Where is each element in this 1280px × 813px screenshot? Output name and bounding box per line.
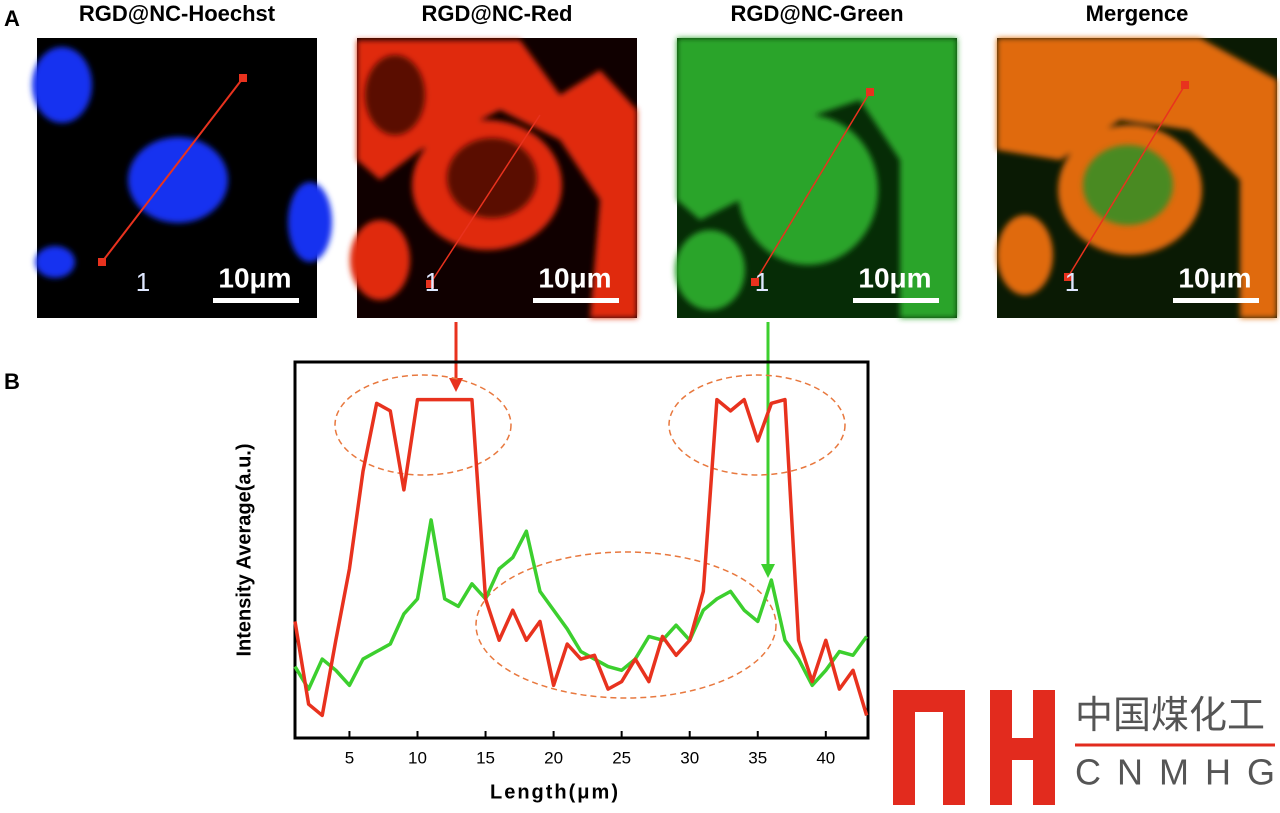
image-title: RGD@NC-Green	[730, 1, 903, 26]
x-tick-label: 30	[680, 748, 699, 767]
x-tick-label: 35	[748, 748, 767, 767]
line-label: 1	[136, 267, 150, 297]
scale-bar	[1173, 298, 1259, 303]
scale-bar	[533, 298, 619, 303]
scale-bar-label: 10μm	[1178, 262, 1251, 293]
x-tick-label: 15	[476, 748, 495, 767]
x-tick-label: 25	[612, 748, 631, 767]
panel-label: B	[4, 369, 20, 394]
scale-bar-label: 10μm	[218, 262, 291, 293]
scale-bar	[213, 298, 299, 303]
scale-bar-label: 10μm	[538, 262, 611, 293]
y-axis-label: Intensity Average(a.u.)	[233, 443, 255, 656]
line-label: 1	[755, 267, 769, 297]
data-line	[293, 518, 869, 691]
image-hoechst	[32, 38, 332, 318]
x-tick-label: 10	[408, 748, 427, 767]
x-axis-label: Length(μm)	[490, 781, 620, 803]
annotation	[334, 322, 846, 699]
logo: 中国煤化工 CNMHG	[893, 690, 1280, 805]
image-green	[675, 38, 957, 318]
x-tick-label: 20	[544, 748, 563, 767]
image-title: RGD@NC-Hoechst	[79, 1, 276, 26]
x-tick-label: 40	[816, 748, 835, 767]
line-label: 1	[425, 267, 439, 297]
logo-text: 中国煤化工	[1075, 695, 1265, 737]
scale-bar	[853, 298, 939, 303]
plot-frame	[293, 360, 870, 740]
image-red	[350, 38, 637, 318]
image-merge	[997, 38, 1277, 318]
panel-label: A	[4, 6, 20, 31]
scale-bar-label: 10μm	[858, 262, 931, 293]
x-tick-label: 5	[345, 748, 354, 767]
image-title: Mergence	[1086, 1, 1189, 26]
data-line	[293, 397, 869, 718]
image-title: RGD@NC-Red	[421, 1, 572, 26]
logo-text: CNMHG	[1075, 752, 1280, 793]
line-label: 1	[1065, 267, 1079, 297]
